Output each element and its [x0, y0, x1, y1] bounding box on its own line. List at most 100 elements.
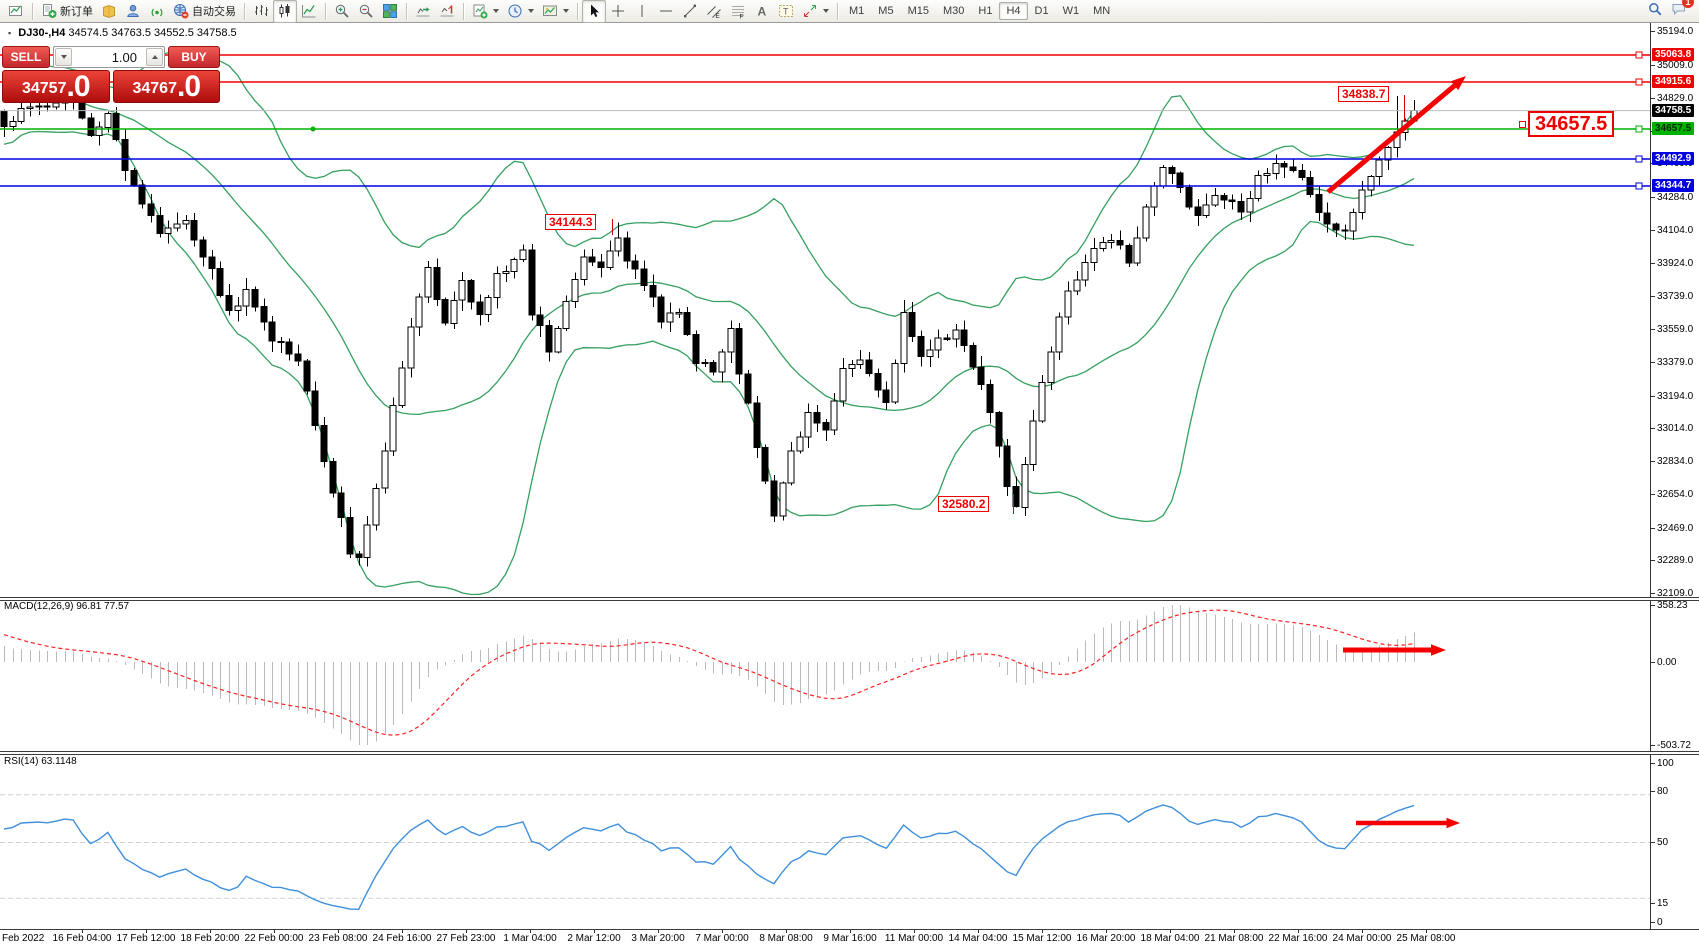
time-tick — [146, 930, 147, 933]
new-chart-button[interactable] — [468, 0, 503, 23]
time-tick — [658, 930, 659, 933]
signals-button[interactable] — [145, 0, 169, 23]
volume-input[interactable]: 1.00 — [53, 46, 165, 68]
time-tick — [1234, 930, 1235, 933]
arrow-objects-button[interactable] — [798, 0, 833, 23]
time-label: 14 Mar 04:00 — [948, 933, 1008, 944]
timeframe-m1-button[interactable]: M1 — [849, 5, 865, 17]
channel-tool-button[interactable]: E — [702, 0, 726, 23]
time-label: 18 Feb 20:00 — [180, 933, 240, 944]
new-order-label: 新订单 — [60, 6, 93, 18]
time-label: 2 Mar 12:00 — [567, 933, 621, 944]
main-chart-canvas[interactable] — [0, 23, 1650, 602]
chart-shift-button[interactable] — [435, 0, 459, 23]
chevron-down-icon — [528, 9, 534, 13]
price-tick-label: 33379.0 — [1650, 357, 1694, 368]
tile-windows-button[interactable] — [378, 0, 402, 23]
volume-increase-button[interactable] — [146, 48, 163, 66]
rsi-label: RSI(14) 63.1148 — [4, 756, 77, 767]
history-icon — [103, 4, 115, 19]
rsi-tick-label: 100 — [1651, 758, 1674, 769]
time-axis[interactable]: Feb 2022 16 Feb 04:00 17 Feb 12:00 18 Feb 2… — [0, 929, 1699, 945]
text-tool-button[interactable]: A — [750, 0, 774, 23]
pane-separator[interactable] — [0, 751, 1699, 755]
timeframe-h1-button[interactable]: H1 — [978, 5, 993, 17]
price-tick-label: 33559.0 — [1650, 324, 1694, 335]
timeframe-d1-button[interactable]: D1 — [1034, 5, 1049, 17]
pane-separator[interactable] — [0, 597, 1699, 601]
timeframe-m30-button[interactable]: M30 — [942, 5, 965, 17]
timeframe-w1-button[interactable]: W1 — [1062, 5, 1080, 17]
price-callout[interactable]: 34838.7 — [1338, 86, 1390, 102]
price-tick-label: 33924.0 — [1650, 258, 1694, 269]
callout-anchor-marker[interactable] — [1519, 121, 1526, 128]
auto-trading-label: 自动交易 — [192, 6, 236, 18]
time-tick — [274, 930, 275, 933]
time-tick — [722, 930, 723, 933]
time-label: 15 Mar 12:00 — [1012, 933, 1072, 944]
zoom-out-button[interactable] — [354, 0, 378, 23]
macd-label: MACD(12,26,9) 96.81 77.57 — [4, 601, 130, 612]
time-label: 11 Mar 00:00 — [884, 933, 944, 944]
chevron-down-icon — [563, 9, 569, 13]
trendline-tool-button[interactable] — [678, 0, 702, 23]
timeframe-m15-button[interactable]: M15 — [907, 5, 929, 17]
bar-chart-icon — [255, 5, 268, 16]
time-tick — [530, 930, 531, 933]
chart-window-button[interactable] — [4, 0, 28, 23]
search-icon — [1649, 2, 1662, 15]
new-order-button[interactable]: 新订单 — [37, 0, 97, 23]
periods-button[interactable] — [503, 0, 538, 23]
toolbar-right: 1 — [1647, 0, 1695, 22]
search-button[interactable] — [1647, 1, 1663, 22]
community-button[interactable] — [121, 0, 145, 23]
price-axis[interactable]: 35194.035009.034829.034649.034469.034284… — [1650, 23, 1699, 929]
price-callout[interactable]: 32580.2 — [938, 496, 990, 512]
buy-price-display[interactable]: 34767.0 — [112, 70, 220, 103]
cursor-tool-button[interactable] — [582, 0, 606, 23]
sell-button[interactable]: SELL — [2, 46, 50, 68]
bar-chart-mode-button[interactable] — [249, 0, 273, 23]
time-label: 1 Mar 04:00 — [503, 933, 557, 944]
crosshair-tool-button[interactable] — [606, 0, 630, 23]
price-tick-label: 34829.0 — [1650, 93, 1694, 104]
time-label: Feb 2022 — [2, 933, 45, 944]
time-label: 18 Mar 04:00 — [1140, 933, 1200, 944]
autotrade-icon — [174, 4, 189, 19]
text-label-tool-button[interactable]: T — [774, 0, 798, 23]
vertical-line-tool-button[interactable] — [630, 0, 654, 23]
zoom-in-button[interactable] — [330, 0, 354, 23]
fibonacci-tool-button[interactable]: F — [726, 0, 750, 23]
text-icon: A — [758, 5, 767, 19]
time-tick — [914, 930, 915, 933]
vline-icon — [641, 5, 643, 17]
rsi-canvas[interactable] — [0, 755, 1650, 934]
line-chart-mode-button[interactable] — [297, 0, 321, 23]
buy-button[interactable]: BUY — [168, 46, 220, 68]
svg-text:A: A — [758, 5, 767, 19]
price-callout[interactable]: 34144.3 — [545, 214, 597, 230]
history-center-button[interactable] — [97, 0, 121, 23]
rsi-tick-label: 50 — [1650, 837, 1669, 848]
notifications-button[interactable]: 1 — [1671, 0, 1694, 22]
price-line-badge: 35063.8 — [1652, 48, 1695, 61]
macd-canvas[interactable] — [0, 601, 1650, 756]
auto-trading-button[interactable]: 自动交易 — [169, 0, 240, 23]
timeframe-mn-button[interactable]: MN — [1093, 5, 1111, 17]
price-tick-label: 33194.0 — [1650, 391, 1694, 402]
templates-button[interactable] — [538, 0, 573, 23]
volume-decrease-button[interactable] — [55, 48, 72, 66]
timeframe-h4-button[interactable]: H4 — [999, 2, 1028, 20]
timeframe-m5-button[interactable]: M5 — [878, 5, 894, 17]
svg-text:F: F — [740, 14, 744, 20]
horizontal-line-tool-button[interactable] — [654, 0, 678, 23]
sell-price-display[interactable]: 34757.0 — [2, 70, 110, 103]
price-callout-large[interactable]: 34657.5 — [1528, 111, 1615, 137]
crosshair-icon — [612, 5, 624, 17]
candle-chart-mode-button[interactable] — [273, 0, 297, 23]
price-tick-label: 33014.0 — [1650, 423, 1694, 434]
auto-scroll-button[interactable] — [411, 0, 435, 23]
macd-tick-label: 358.23 — [1651, 600, 1688, 611]
profile-icon — [127, 4, 139, 17]
time-tick — [1106, 930, 1107, 933]
